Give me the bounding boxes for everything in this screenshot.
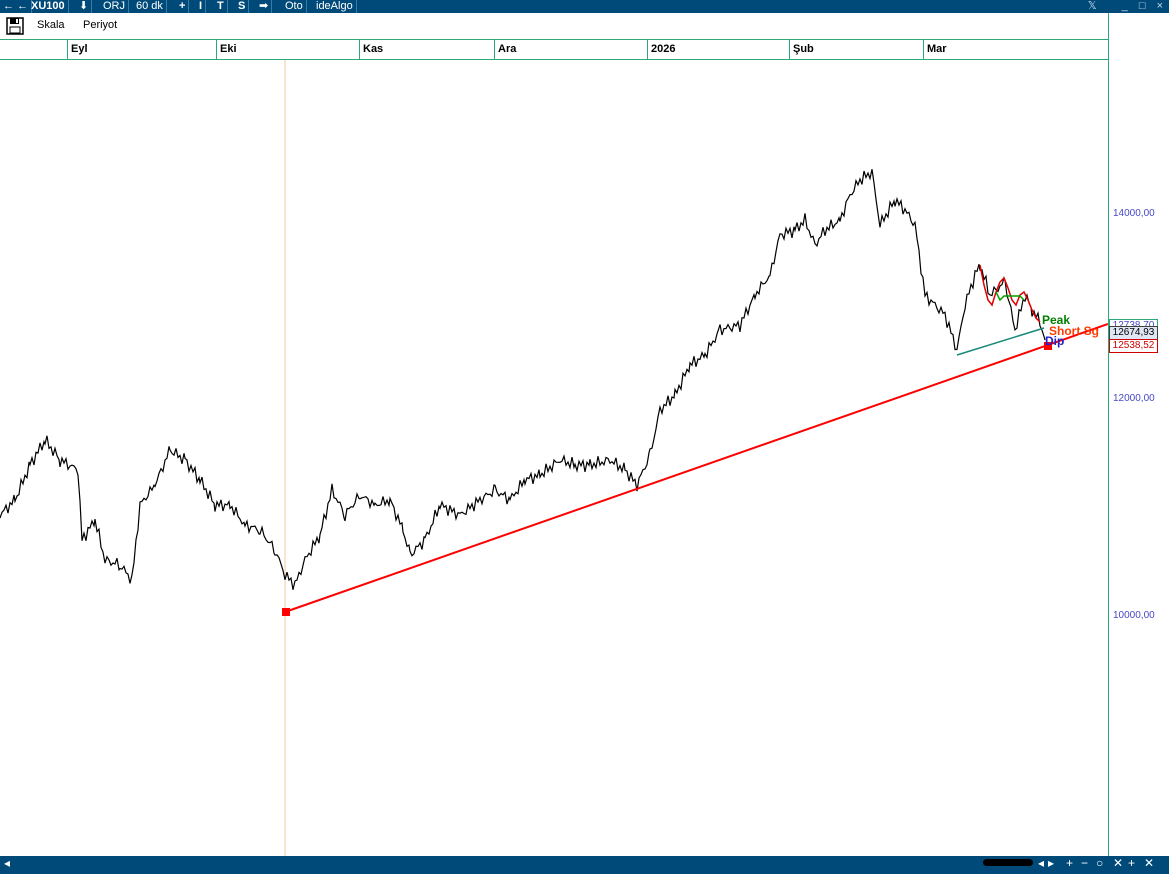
current-price-label: 12674,93 (1109, 326, 1158, 340)
month-label: Mar (923, 40, 947, 59)
month-label: 2026 (647, 40, 675, 59)
month-label: Şub (789, 40, 814, 59)
teal-trendline (956, 327, 1045, 356)
red-segment-line (979, 264, 1041, 323)
support-price-label: 12538,52 (1109, 339, 1158, 353)
save-icon[interactable] (6, 17, 24, 35)
idealgo-button[interactable]: ideAlgo (313, 0, 357, 13)
arrow-right-icon[interactable]: ➡ (256, 0, 273, 13)
x-icon[interactable]: 𝕏 (1087, 0, 1097, 12)
status-bar: ◂ ◂ ▸ + − ○ ✕ + ✕ (0, 856, 1169, 874)
maximize-button[interactable]: □ (1138, 0, 1146, 12)
dip-label: Dip (1045, 334, 1064, 348)
month-label: Eki (216, 40, 237, 59)
oto-button[interactable]: Oto (282, 0, 307, 13)
trendline-anchor-end[interactable] (1044, 342, 1052, 350)
scroll-forward-icon[interactable]: ▸ (1048, 856, 1055, 870)
month-label: Ara (494, 40, 516, 59)
scroll-left-icon[interactable]: ◂ (4, 856, 11, 870)
nav-back-button[interactable]: ← ← (0, 0, 33, 13)
symbol-button[interactable]: XU100 (28, 0, 69, 13)
peak-label: Peak (1042, 313, 1070, 327)
time-axis: Eyl Eki Kas Ara 2026 Şub Mar (0, 40, 1108, 60)
price-tick: 10000,00 (1113, 610, 1155, 621)
support-trendline (284, 323, 1108, 613)
reset-zoom-icon[interactable]: ○ (1096, 856, 1104, 870)
price-series-line (0, 169, 1046, 590)
add-icon[interactable]: + (1128, 856, 1136, 870)
price-chart[interactable]: Peak Short Sg Dip (0, 60, 1108, 856)
t-button[interactable]: T (214, 0, 228, 13)
menu-bar: Skala Periyot (0, 13, 1108, 40)
periyot-menu[interactable]: Periyot (83, 19, 118, 31)
download-icon[interactable]: ⬇ (76, 0, 93, 13)
scrollbar-thumb[interactable] (983, 859, 1033, 866)
zoom-out-icon[interactable]: − (1081, 856, 1089, 870)
price-tick: 12000,00 (1113, 393, 1155, 404)
green-segment-line (995, 291, 1025, 302)
remove-icon[interactable]: ✕ (1144, 856, 1155, 870)
plus-button[interactable]: + (176, 0, 190, 13)
price-tick: 14000,00 (1113, 208, 1155, 219)
s-button[interactable]: S (235, 0, 250, 13)
close-button[interactable]: × (1156, 0, 1163, 12)
fit-icon[interactable]: ✕ (1113, 856, 1124, 870)
i-button[interactable]: I (196, 0, 207, 13)
month-label: Kas (359, 40, 383, 59)
period-button[interactable]: 60 dk (133, 0, 167, 13)
zoom-in-icon[interactable]: + (1066, 856, 1074, 870)
trendline-anchor-start[interactable] (282, 608, 290, 616)
skala-menu[interactable]: Skala (37, 19, 65, 31)
month-label: Eyl (67, 40, 88, 59)
price-axis-divider (1108, 13, 1109, 856)
minimize-button[interactable]: _ (1121, 0, 1128, 12)
scroll-back-icon[interactable]: ◂ (1038, 856, 1045, 870)
orj-button[interactable]: ORJ (100, 0, 129, 13)
title-toolbar: ← ← XU100 ⬇ ORJ 60 dk + I T S ➡ Oto ideA… (0, 0, 1169, 13)
short-signal-label: Short Sg (1049, 324, 1099, 338)
